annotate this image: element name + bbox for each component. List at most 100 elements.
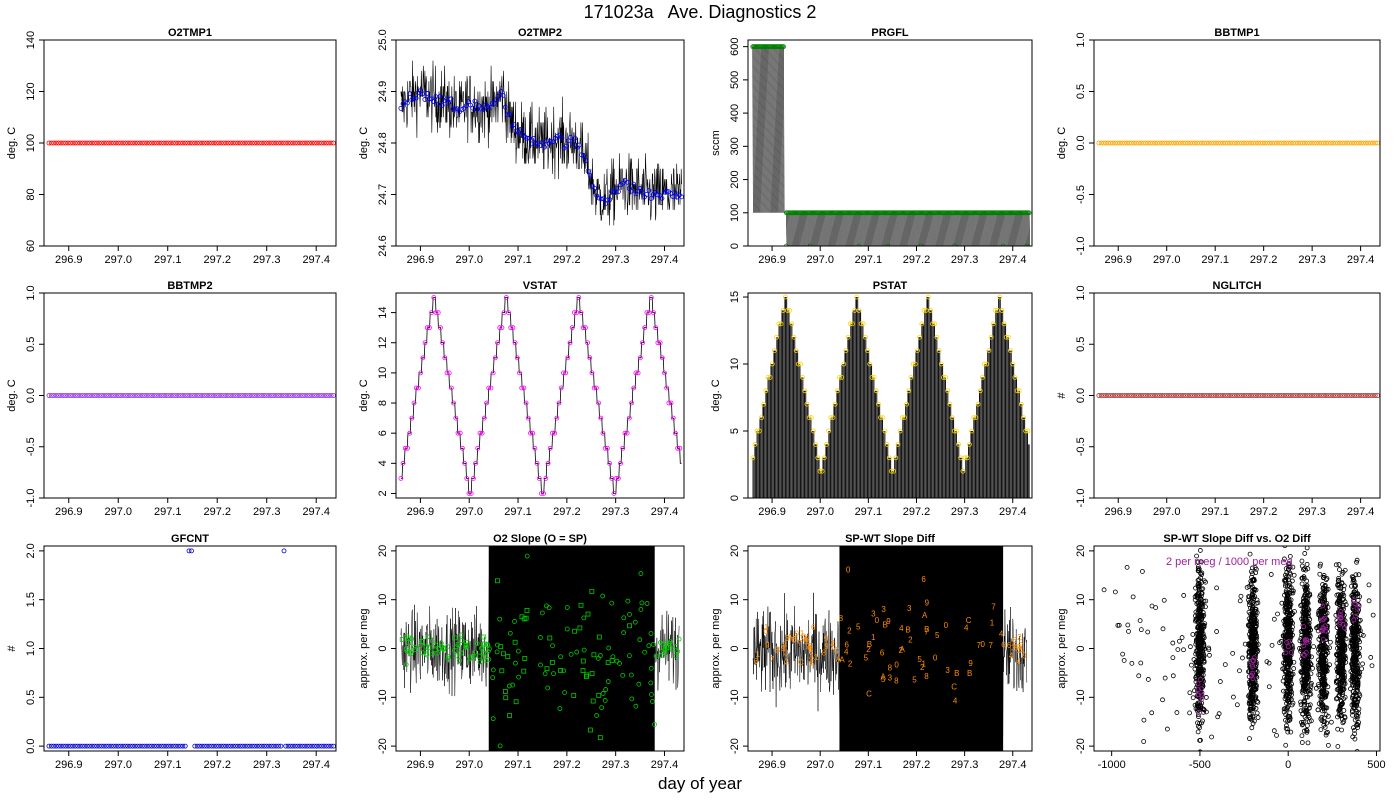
data-point	[1199, 393, 1205, 398]
data-point	[637, 355, 643, 361]
trace-segment	[914, 212, 916, 246]
data-point	[1008, 348, 1013, 354]
data-point	[1334, 695, 1340, 701]
data-point	[166, 393, 171, 398]
trace-segment	[929, 212, 931, 246]
data-point	[552, 430, 558, 436]
data-point	[769, 361, 775, 367]
data-point	[290, 743, 296, 749]
trace-segment	[863, 212, 865, 246]
y-tick-label: 400	[729, 104, 741, 122]
plot-area	[398, 295, 683, 496]
trace-segment	[845, 212, 847, 246]
trace-segment	[907, 212, 910, 246]
trace-segment	[1024, 212, 1026, 246]
high-point	[186, 548, 192, 554]
x-tick-label: 297.2	[903, 254, 931, 266]
data-point	[662, 370, 667, 376]
data-point	[209, 743, 214, 749]
y-tick-label: 10	[377, 367, 389, 379]
trace-segment	[973, 212, 975, 246]
x-tick-label: 297.4	[302, 759, 330, 771]
data-point	[525, 415, 531, 421]
data-point	[182, 743, 188, 749]
data-point	[163, 140, 169, 146]
data-point	[1136, 140, 1142, 146]
point-label: 2	[899, 646, 904, 655]
data-point	[1194, 393, 1200, 398]
data-point	[151, 743, 157, 749]
trace-segment	[943, 212, 946, 246]
trace-segment	[882, 212, 884, 246]
data-point	[845, 334, 851, 340]
trace-segment	[786, 212, 788, 246]
data-point	[144, 140, 150, 146]
data-point	[973, 415, 979, 421]
data-point	[120, 140, 126, 146]
trace-segment	[797, 212, 799, 246]
data-point	[288, 393, 293, 398]
data-point	[1246, 140, 1252, 146]
data-point	[1190, 393, 1195, 398]
data-point	[216, 743, 222, 749]
data-point	[1307, 140, 1313, 146]
data-point	[197, 743, 203, 749]
data-point	[1150, 393, 1156, 398]
trace-segment	[760, 46, 763, 213]
data-point	[759, 415, 764, 421]
data-point	[422, 340, 428, 346]
data-point	[173, 743, 179, 749]
data-point	[1356, 572, 1362, 578]
data-point	[1335, 578, 1341, 584]
data-point	[1328, 393, 1334, 398]
data-point	[247, 140, 253, 146]
trace-segment	[951, 212, 953, 246]
trace-segment	[809, 212, 811, 246]
trace-segment	[873, 212, 875, 246]
data-point	[1305, 740, 1311, 746]
data-point	[767, 375, 773, 380]
data-point	[266, 743, 272, 749]
data-point	[323, 393, 329, 398]
trace-segment	[880, 212, 882, 246]
data-point	[830, 415, 836, 421]
data-point	[1251, 578, 1256, 583]
data-point	[785, 308, 790, 313]
data-point	[221, 140, 226, 146]
data-point	[663, 188, 669, 194]
data-point	[409, 415, 415, 421]
data-point	[426, 96, 432, 102]
trace-segment	[930, 212, 932, 246]
data-point	[187, 140, 193, 146]
data-point	[1103, 140, 1109, 146]
data-point	[96, 140, 102, 146]
data-point	[201, 743, 207, 749]
data-point	[486, 385, 492, 391]
data-point	[951, 428, 957, 434]
data-point	[556, 400, 562, 406]
data-point	[539, 491, 544, 496]
data-point	[1321, 640, 1326, 645]
trace-segment	[816, 212, 819, 246]
data-point	[589, 588, 595, 594]
trace-segment	[984, 212, 986, 246]
data-point	[99, 393, 104, 398]
trace-segment	[799, 212, 802, 246]
trace-segment	[862, 212, 864, 246]
point-label: 0	[875, 616, 880, 625]
trace-segment	[792, 212, 794, 246]
trace-segment	[976, 212, 978, 246]
data-point	[585, 168, 591, 174]
data-point	[1122, 140, 1128, 146]
data-point	[1255, 642, 1261, 647]
data-point	[1281, 688, 1286, 694]
trace-segment	[798, 212, 801, 246]
data-point	[132, 140, 138, 146]
trace-segment	[992, 212, 994, 246]
data-point	[993, 308, 998, 313]
trace-segment	[778, 46, 781, 213]
data-point	[529, 141, 534, 147]
data-point	[971, 415, 977, 421]
data-point	[449, 385, 454, 391]
